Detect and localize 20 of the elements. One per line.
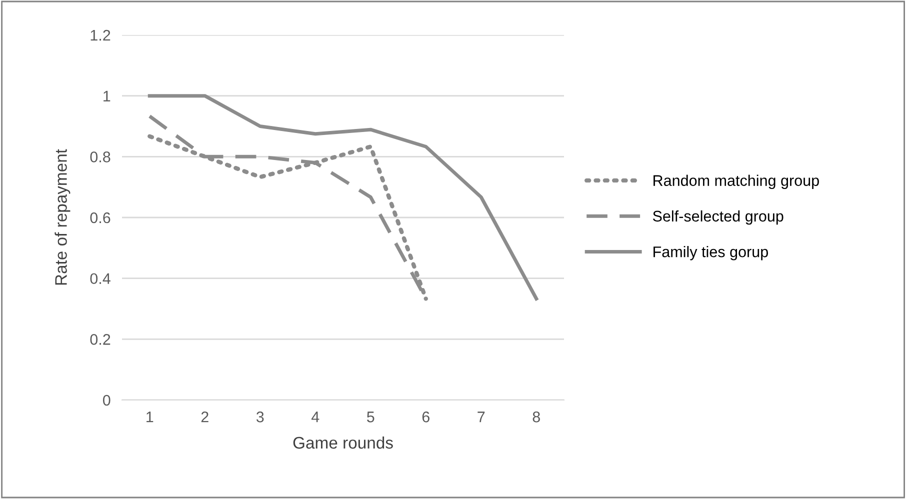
- y-axis-title: Rate of repayment: [54, 149, 70, 285]
- x-tick-label: 3: [256, 412, 264, 422]
- y-tick-label: 0: [102, 394, 110, 406]
- x-tick-label: 2: [201, 412, 208, 422]
- x-tick-label: 4: [311, 412, 320, 422]
- x-tick-label: 6: [422, 412, 430, 422]
- x-tick-label: 7: [478, 412, 485, 422]
- y-tick-label: 0.2: [90, 334, 110, 345]
- y-tick-label: 1.2: [90, 30, 110, 41]
- y-tick-label: 0.6: [90, 212, 110, 224]
- y-tick-label: 1: [104, 90, 110, 102]
- x-axis-title: Game rounds: [293, 436, 393, 449]
- legend-label: Random matching group: [654, 174, 819, 189]
- x-tick-label: 8: [532, 412, 540, 422]
- y-tick-label: 0.8: [90, 152, 110, 162]
- x-tick-label: 5: [366, 412, 374, 422]
- legend-label: Family ties gorup: [654, 246, 768, 260]
- y-tick-label: 0.4: [90, 273, 110, 284]
- legend-label: Self-selected group: [652, 210, 784, 225]
- x-tick-label: 1: [146, 412, 154, 422]
